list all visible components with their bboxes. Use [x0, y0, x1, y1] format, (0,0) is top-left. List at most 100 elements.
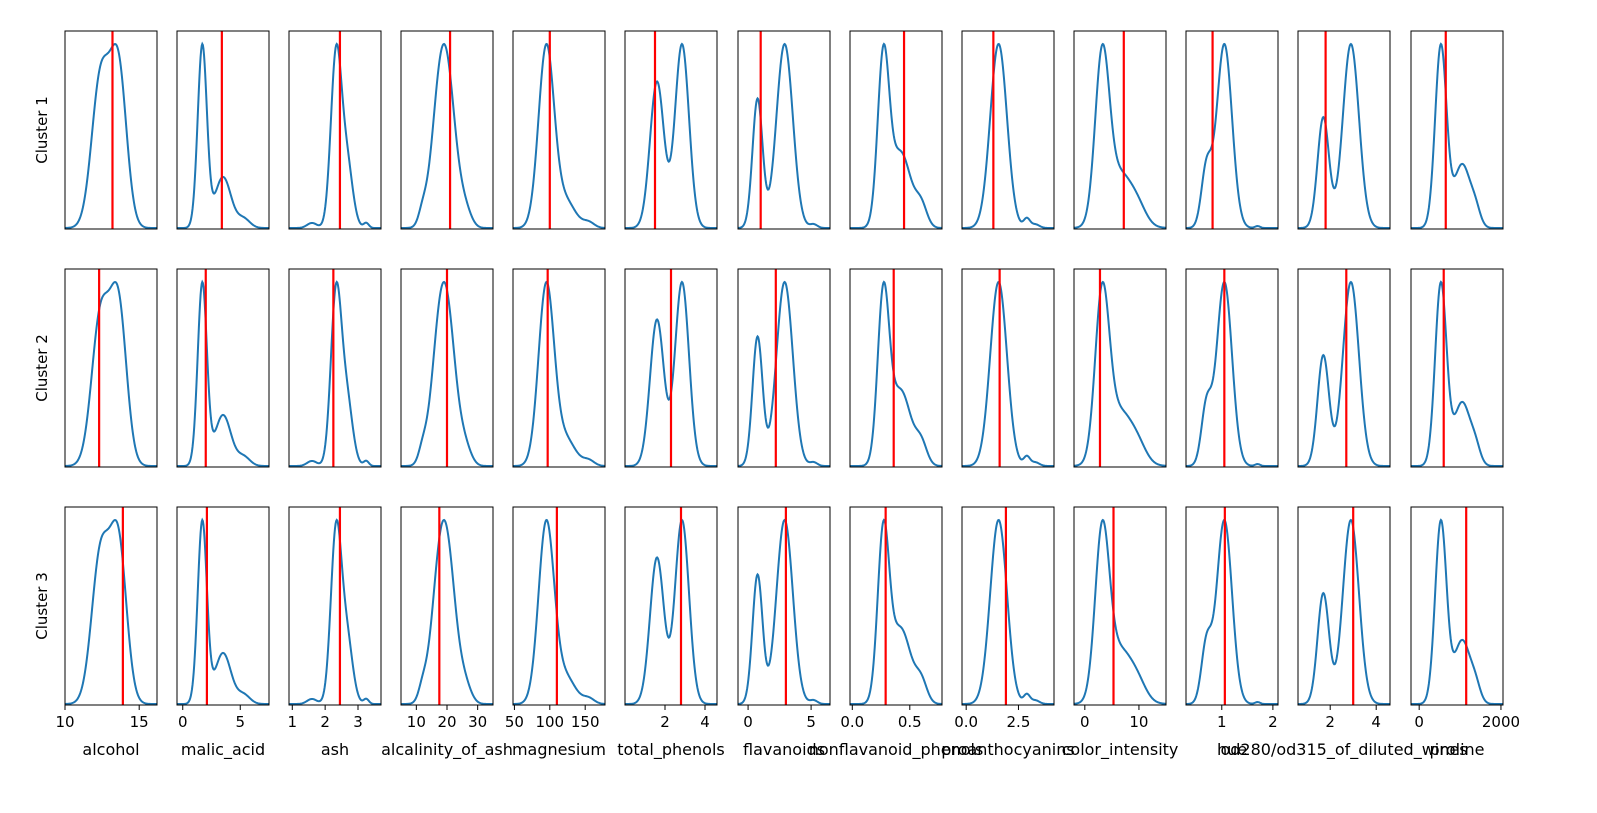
- x-axis-label: alcalinity_of_ash: [381, 740, 513, 760]
- panel-cluster-1-nonflavanoid_phenols: [849, 30, 943, 230]
- axes-frame: [1410, 268, 1504, 468]
- x-tick-label: 50: [505, 713, 524, 731]
- panel-cluster-1-alcohol: [64, 30, 158, 230]
- panel-cluster-3-hue: 1 2 hue: [1185, 506, 1279, 759]
- panel-cluster-1-malic_acid: [176, 30, 270, 230]
- axes-frame: [1185, 30, 1279, 230]
- panel-cluster-1-alcalinity_of_ash: [400, 30, 494, 230]
- axes-frame: [288, 268, 382, 468]
- density-line: [512, 518, 606, 705]
- panel-cluster-3-nonflavanoid_phenols: 0.0 0.5 nonflavanoid_phenols: [809, 506, 983, 760]
- axes-frame: [624, 30, 718, 230]
- panel-cluster-3-total_phenols: 2 4 total_phenols: [617, 506, 725, 760]
- panel-cluster-2-alcohol: [64, 268, 158, 468]
- x-tick-label: 2000: [1482, 713, 1520, 731]
- density-line: [850, 42, 943, 229]
- axes-frame: [624, 268, 718, 468]
- panel-cluster-2-malic_acid: [176, 268, 270, 468]
- x-tick-label: 10: [55, 713, 74, 731]
- density-line: [850, 518, 943, 705]
- x-axis-label: proline: [1429, 740, 1484, 759]
- density-line: [401, 518, 493, 705]
- x-axis-label: magnesium: [512, 740, 606, 759]
- x-tick-label: 100: [535, 713, 564, 731]
- x-tick-label: 2: [1325, 713, 1335, 731]
- axes-frame: [1073, 30, 1167, 230]
- density-line: [1185, 42, 1278, 229]
- row-label-cluster-3: Cluster 3: [33, 572, 51, 640]
- axes-frame: [849, 268, 943, 468]
- axes-frame: [1185, 506, 1279, 706]
- axes-frame: [400, 506, 494, 706]
- axes-frame: [512, 268, 606, 468]
- axes-frame: [849, 30, 943, 230]
- axes-frame: [64, 506, 158, 706]
- x-axis-label: flavanoids: [743, 740, 825, 759]
- x-tick-label: 1: [1217, 713, 1227, 731]
- panel-cluster-1-color_intensity: [1073, 30, 1167, 230]
- panel-cluster-2-color_intensity: [1073, 268, 1167, 468]
- panel-cluster-3-magnesium: 50 100 150 magnesium: [505, 506, 606, 759]
- x-tick-label: 4: [1371, 713, 1381, 731]
- x-tick-label: 5: [235, 713, 245, 731]
- density-line: [1411, 518, 1503, 705]
- x-tick-label: 0.5: [898, 713, 922, 731]
- axes-frame: [512, 30, 606, 230]
- panel-cluster-3-malic_acid: 0 5 malic_acid: [176, 506, 270, 760]
- axes-frame: [288, 506, 382, 706]
- panel-cluster-1-proanthocyanins: [961, 30, 1055, 230]
- axes-frame: [400, 268, 494, 468]
- panel-cluster-1-ash: [288, 30, 382, 230]
- axes-frame: [1410, 30, 1504, 230]
- axes-frame: [1185, 268, 1279, 468]
- density-line: [961, 280, 1054, 467]
- axes-frame: [961, 506, 1055, 706]
- x-axis-label: proanthocyanins: [941, 740, 1074, 759]
- density-line: [1185, 280, 1278, 467]
- x-tick-label: 15: [130, 713, 149, 731]
- axes-frame: [624, 506, 718, 706]
- panel-cluster-1-od280/od315_of_diluted_wines: [1297, 30, 1391, 230]
- panel-cluster-2-magnesium: [512, 268, 606, 468]
- panel-cluster-3-alcalinity_of_ash: 10 20 30 alcalinity_of_ash: [381, 506, 513, 760]
- density-line: [289, 42, 381, 229]
- density-line: [737, 42, 830, 229]
- x-axis-label: total_phenols: [617, 740, 724, 760]
- axes-frame: [1297, 268, 1391, 468]
- row-label-cluster-2: Cluster 2: [33, 334, 51, 402]
- x-axis-label: alcohol: [82, 740, 139, 759]
- panel-cluster-2-proline: [1410, 268, 1504, 468]
- x-tick-label: 30: [468, 713, 487, 731]
- panel-cluster-2-alcalinity_of_ash: [400, 268, 494, 468]
- density-line: [1298, 42, 1390, 229]
- x-tick-label: 150: [571, 713, 600, 731]
- x-tick-label: 5: [806, 713, 816, 731]
- x-tick-label: 2: [1268, 713, 1278, 731]
- density-line: [512, 280, 606, 467]
- density-line: [961, 42, 1054, 229]
- x-tick-label: 0: [1414, 713, 1424, 731]
- density-line: [737, 280, 830, 467]
- density-line: [1185, 518, 1278, 705]
- x-tick-label: 4: [700, 713, 710, 731]
- panel-cluster-2-od280/od315_of_diluted_wines: [1297, 268, 1391, 468]
- density-line: [177, 279, 269, 467]
- density-line: [64, 42, 157, 229]
- density-line: [1073, 518, 1167, 705]
- density-line: [401, 42, 493, 229]
- panel-cluster-3-alcohol: 10 15 alcohol: [55, 506, 158, 759]
- density-line: [64, 280, 157, 467]
- axes-frame: [737, 268, 831, 468]
- panel-cluster-1-flavanoids: [737, 30, 831, 230]
- x-axis-label: color_intensity: [1062, 740, 1179, 760]
- x-tick-label: 3: [353, 713, 363, 731]
- axes-frame: [176, 506, 270, 706]
- x-tick-label: 0.0: [954, 713, 978, 731]
- axes-frame: [400, 30, 494, 230]
- axes-frame: [176, 30, 270, 230]
- axes-frame: [1297, 30, 1391, 230]
- x-tick-label: 2.5: [1007, 713, 1031, 731]
- panel-cluster-2-hue: [1185, 268, 1279, 468]
- density-line: [624, 42, 717, 229]
